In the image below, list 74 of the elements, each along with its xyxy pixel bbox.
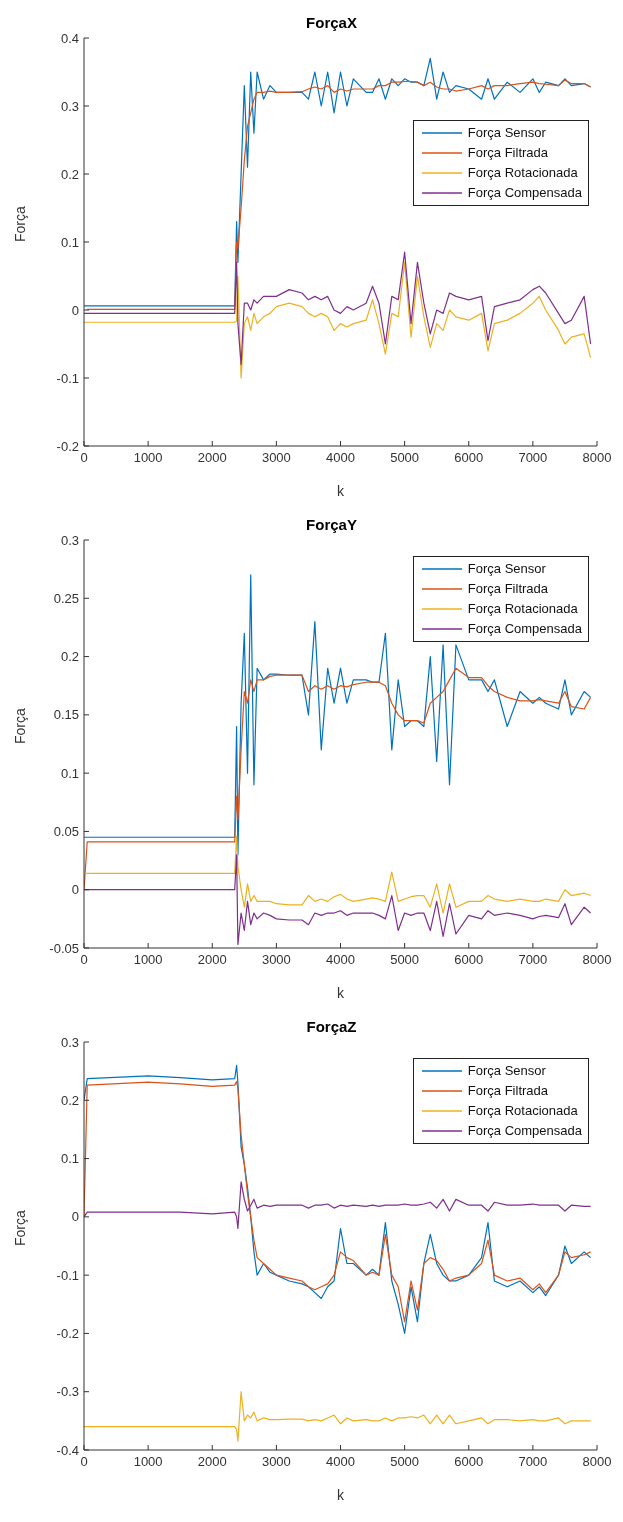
chart-title: ForçaZ: [306, 1018, 357, 1035]
y-tick-label: -0.4: [56, 1442, 79, 1458]
y-tick-label: 0.25: [53, 590, 79, 606]
x-tick-label: 4000: [326, 952, 355, 968]
line-series: [84, 251, 592, 365]
legend-label: Força Sensor: [467, 560, 546, 578]
y-tick-label: -0.1: [56, 1267, 79, 1283]
x-tick-label: 1000: [133, 1454, 163, 1470]
y-axis-title: Força: [11, 1210, 28, 1246]
legend-label: Força Filtrada: [467, 144, 549, 162]
x-tick-label: 8000: [582, 450, 612, 466]
y-tick-label: 0.15: [53, 707, 79, 723]
x-tick-label: 5000: [390, 1454, 420, 1470]
y-tick-label: 0: [71, 882, 79, 898]
y-axis-title: Força: [11, 206, 28, 242]
x-tick-label: 6000: [454, 450, 484, 466]
x-tick-label: 4000: [326, 1454, 355, 1470]
y-tick-label: 0.3: [60, 532, 79, 548]
line-series: [84, 1391, 592, 1442]
x-tick-label: 5000: [390, 952, 420, 968]
x-tick-label: 5000: [390, 450, 420, 466]
legend-label: Força Rotacionada: [467, 600, 578, 618]
x-tick-label: 8000: [582, 1454, 612, 1470]
line-series: [84, 261, 592, 379]
y-tick-label: 0.4: [60, 30, 79, 46]
x-tick-label: 3000: [261, 450, 291, 466]
y-tick-label: 0.1: [60, 234, 79, 250]
legend-label: Força Rotacionada: [467, 1102, 578, 1120]
chart-title: ForçaX: [306, 14, 357, 31]
y-tick-label: -0.3: [56, 1384, 79, 1400]
y-tick-label: 0.2: [60, 1092, 79, 1108]
chart-title: ForçaY: [306, 516, 357, 533]
x-tick-label: 6000: [454, 1454, 484, 1470]
x-tick-label: 2000: [197, 952, 227, 968]
y-tick-label: 0: [71, 1209, 79, 1225]
y-tick-label: 0.3: [60, 1034, 79, 1050]
y-tick-label: 0.3: [60, 98, 79, 114]
line-series: [84, 574, 592, 856]
x-tick-label: 1000: [133, 952, 163, 968]
x-axis-title: k: [337, 985, 345, 1001]
y-tick-label: 0.05: [53, 824, 79, 840]
x-tick-label: 8000: [582, 952, 612, 968]
legend-label: Força Filtrada: [467, 1082, 549, 1100]
x-tick-label: 1000: [133, 450, 163, 466]
y-tick-label: -0.2: [56, 438, 79, 454]
line-series: [84, 835, 592, 914]
x-tick-label: 6000: [454, 952, 484, 968]
y-tick-label: 0.1: [60, 1151, 79, 1167]
legend-label: Força Compensada: [467, 184, 582, 202]
y-tick-label: -0.1: [56, 370, 79, 386]
legend-label: Força Compensada: [467, 1122, 582, 1140]
y-tick-label: 0.2: [60, 166, 79, 182]
x-axis-title: k: [337, 483, 345, 499]
legend-label: Força Sensor: [467, 124, 546, 142]
y-tick-label: 0: [71, 302, 79, 318]
y-tick-label: -0.2: [56, 1326, 79, 1342]
y-tick-label: -0.05: [49, 940, 79, 956]
line-series: [84, 1181, 592, 1230]
legend-label: Força Rotacionada: [467, 164, 578, 182]
x-tick-label: 2000: [197, 450, 227, 466]
x-tick-label: 4000: [326, 450, 355, 466]
x-tick-label: 3000: [261, 952, 291, 968]
x-tick-label: 7000: [518, 952, 548, 968]
x-tick-label: 7000: [518, 1454, 548, 1470]
x-axis-title: k: [337, 1487, 345, 1503]
legend-label: Força Sensor: [467, 1062, 546, 1080]
x-tick-label: 3000: [261, 1454, 291, 1470]
legend-label: Força Filtrada: [467, 580, 549, 598]
y-tick-label: 0.2: [60, 649, 79, 665]
legend-label: Força Compensada: [467, 620, 582, 638]
x-tick-label: 7000: [518, 450, 548, 466]
x-tick-label: 2000: [197, 1454, 227, 1470]
y-tick-label: 0.1: [60, 765, 79, 781]
y-axis-title: Força: [11, 708, 28, 744]
